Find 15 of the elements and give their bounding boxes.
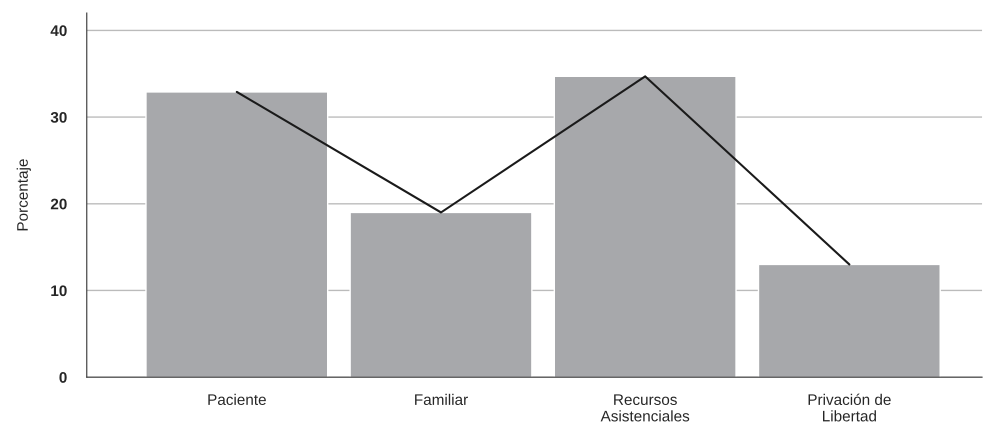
line-series <box>236 75 850 266</box>
y-tick-label: 0 <box>59 372 67 383</box>
x-tick-label: Recursos Asistenciales <box>600 394 690 422</box>
y-tick-label: 30 <box>50 112 67 123</box>
x-tick-label: Privación de Libertad <box>808 394 891 422</box>
x-tick-label: Paciente <box>208 394 266 406</box>
x-tick-label: Familiar <box>415 394 468 406</box>
y-tick-label: 20 <box>50 198 67 210</box>
bar <box>349 212 533 378</box>
bar <box>145 91 328 378</box>
y-tick-label: 10 <box>51 285 67 296</box>
y-axis-title: Porcentaje <box>16 159 31 230</box>
bar <box>758 264 941 378</box>
bar <box>554 76 737 378</box>
y-tick-label: 40 <box>50 25 67 36</box>
